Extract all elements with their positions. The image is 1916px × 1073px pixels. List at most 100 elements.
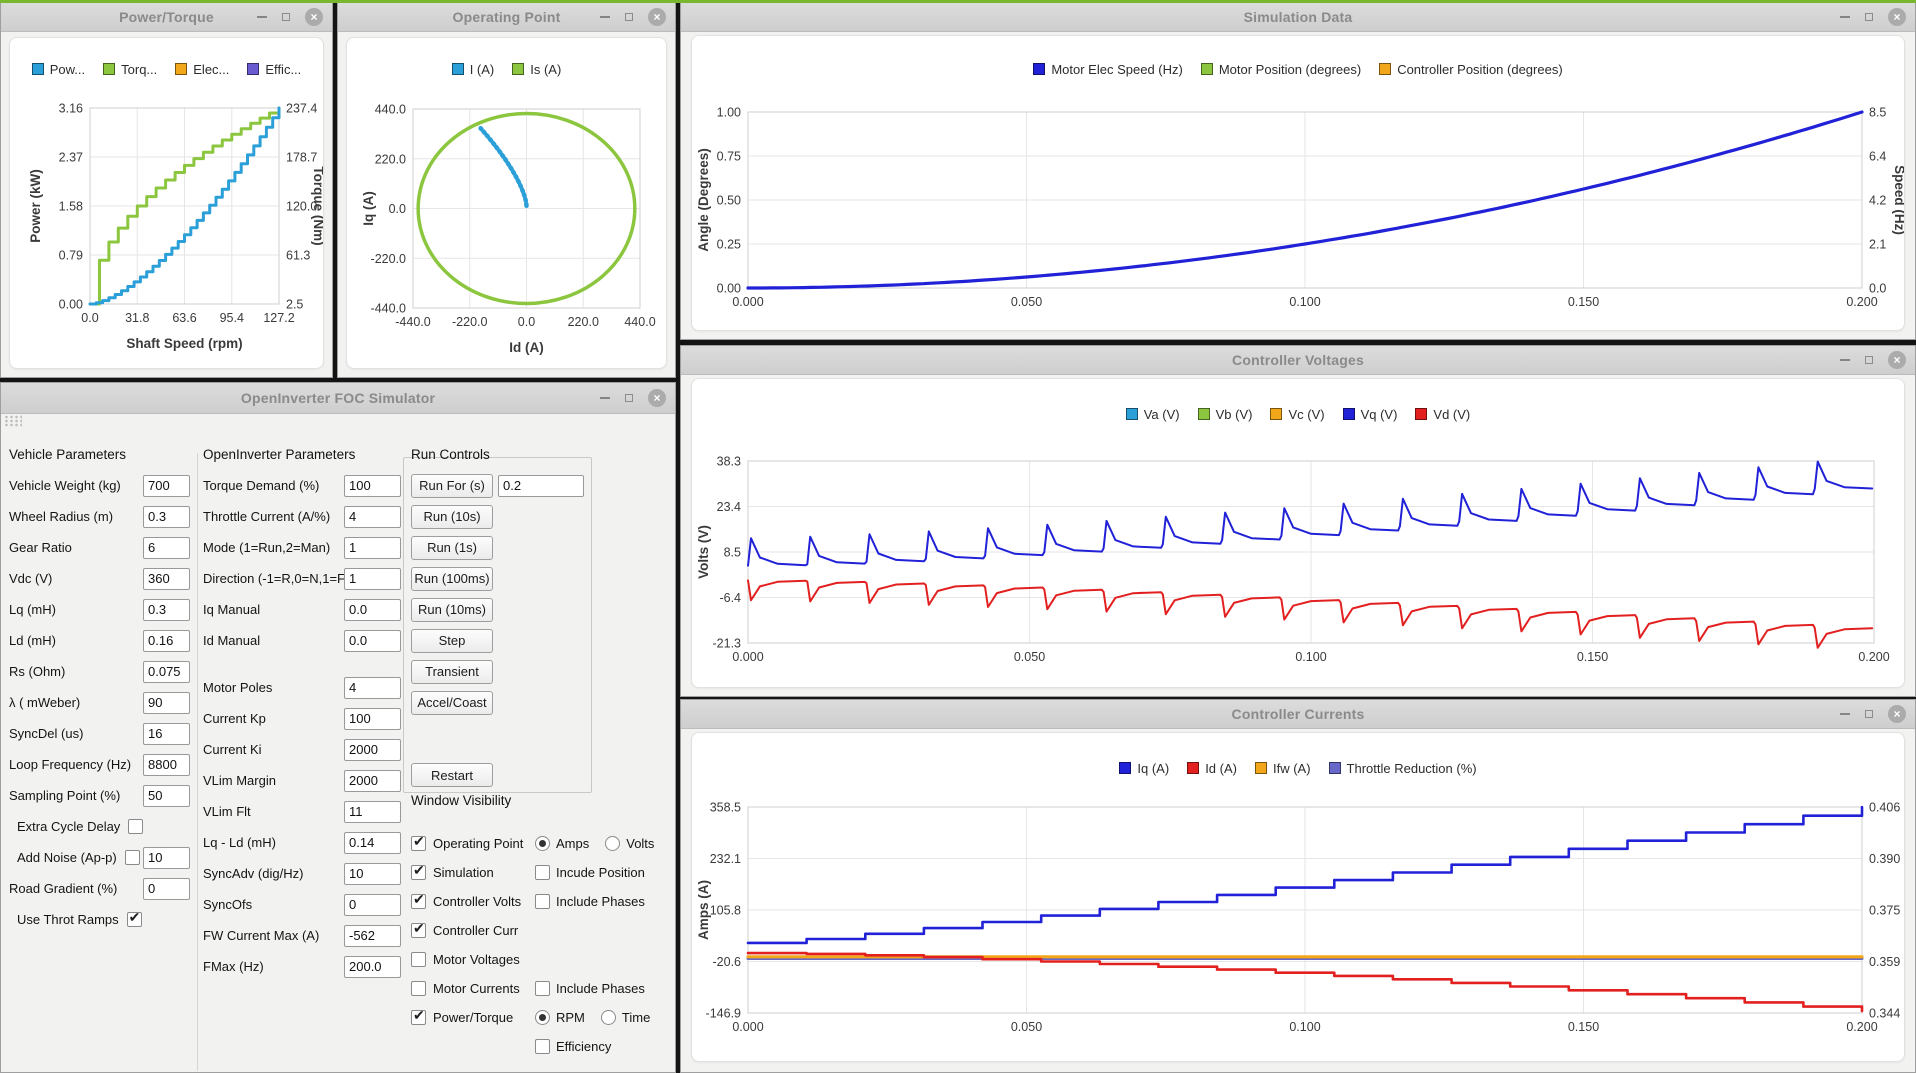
parameter-input[interactable] — [143, 846, 190, 869]
run-for-input[interactable] — [498, 474, 584, 497]
restore-icon[interactable] — [282, 13, 290, 21]
legend-swatch — [1415, 408, 1428, 420]
parameter-input[interactable] — [344, 567, 401, 590]
visibility-label: Power/Torque — [433, 1010, 514, 1025]
visibility-checkbox[interactable] — [411, 833, 426, 851]
svg-text:Power (kW): Power (kW) — [28, 169, 43, 243]
parameter-input[interactable] — [344, 831, 401, 854]
radio-time[interactable] — [600, 1010, 616, 1025]
minimize-icon[interactable] — [1840, 713, 1850, 715]
minimize-icon[interactable] — [600, 16, 610, 18]
chart-legend: Pow... Torq... Elec... Effic... — [10, 54, 323, 84]
parameter-label: SyncDel (us) — [9, 726, 84, 741]
parameter-label: λ ( mWeber) — [9, 695, 81, 710]
restore-icon[interactable] — [1865, 710, 1873, 718]
visibility-row: Motor Currents Include Phases — [411, 974, 673, 1003]
parameter-input[interactable] — [143, 877, 190, 900]
legend-item: I (A) — [451, 62, 494, 77]
radio-amps[interactable] — [535, 836, 550, 851]
restore-icon[interactable] — [1865, 356, 1873, 364]
visibility-checkbox[interactable] — [411, 981, 426, 996]
parameter-label: Id Manual — [203, 633, 261, 648]
legend-swatch — [31, 63, 44, 75]
option-checkbox[interactable] — [535, 894, 550, 909]
close-icon[interactable]: × — [1888, 705, 1906, 723]
parameter-input[interactable] — [344, 893, 401, 916]
parameter-input[interactable] — [143, 660, 190, 683]
close-icon[interactable]: × — [648, 389, 666, 407]
run-for-button[interactable]: Run For (s) — [411, 473, 493, 498]
run-button[interactable]: Run (100ms) — [411, 566, 493, 591]
option-checkbox[interactable] — [535, 981, 550, 996]
radio-volts[interactable] — [605, 836, 621, 851]
minimize-icon[interactable] — [600, 397, 610, 399]
close-icon[interactable]: × — [1888, 351, 1906, 369]
parameter-input[interactable] — [143, 567, 190, 590]
parameter-input[interactable] — [143, 691, 190, 714]
parameter-checkbox[interactable] — [128, 819, 144, 834]
parameter-input[interactable] — [143, 474, 190, 497]
close-icon[interactable]: × — [648, 8, 666, 26]
visibility-checkbox[interactable] — [535, 1039, 550, 1054]
svg-text:-220.0: -220.0 — [452, 315, 487, 329]
minimize-icon[interactable] — [1840, 16, 1850, 18]
run-button[interactable]: Run (10ms) — [411, 597, 493, 622]
parameter-input[interactable] — [143, 629, 190, 652]
restore-icon[interactable] — [625, 13, 633, 21]
parameter-input[interactable] — [143, 505, 190, 528]
restart-button[interactable]: Restart — [411, 763, 493, 787]
parameter-checkbox[interactable] — [126, 909, 142, 927]
parameter-input[interactable] — [143, 598, 190, 621]
svg-text:0.0: 0.0 — [1869, 282, 1886, 296]
restore-icon[interactable] — [625, 394, 633, 402]
parameter-input[interactable] — [143, 753, 190, 776]
close-icon[interactable]: × — [305, 8, 323, 26]
minimize-icon[interactable] — [257, 16, 267, 18]
radio-rpm[interactable] — [535, 1010, 550, 1025]
parameter-input[interactable] — [344, 862, 401, 885]
drag-grip-icon[interactable] — [4, 415, 22, 427]
legend-label: Vb (V) — [1215, 406, 1253, 422]
parameter-input[interactable] — [344, 800, 401, 823]
parameter-input[interactable] — [143, 784, 190, 807]
minimize-icon[interactable] — [1840, 359, 1850, 361]
parameter-input[interactable] — [344, 707, 401, 730]
titlebar[interactable]: Operating Point × — [338, 3, 675, 32]
svg-text:Shaft Speed (rpm): Shaft Speed (rpm) — [126, 336, 242, 351]
legend-item: Vc (V) — [1270, 407, 1325, 422]
visibility-checkbox[interactable] — [411, 952, 426, 967]
run-button[interactable]: Run (10s) — [411, 504, 493, 529]
restore-icon[interactable] — [1865, 13, 1873, 21]
parameter-input[interactable] — [344, 676, 401, 699]
titlebar[interactable]: OpenInverter FOC Simulator × — [1, 383, 675, 414]
parameter-input[interactable] — [344, 924, 401, 947]
svg-text:23.4: 23.4 — [717, 500, 741, 514]
parameter-input[interactable] — [344, 738, 401, 761]
parameter-input[interactable] — [344, 536, 401, 559]
visibility-checkbox[interactable] — [411, 891, 426, 909]
close-icon[interactable]: × — [1888, 8, 1906, 26]
visibility-checkbox[interactable] — [411, 1007, 426, 1025]
option-checkbox[interactable] — [535, 865, 550, 880]
titlebar[interactable]: Power/Torque × — [1, 3, 332, 32]
svg-text:0.100: 0.100 — [1295, 650, 1326, 664]
parameter-checkbox[interactable] — [124, 850, 140, 865]
parameter-input[interactable] — [344, 505, 401, 528]
parameter-input[interactable] — [143, 722, 190, 745]
run-button[interactable]: Step — [411, 628, 493, 653]
titlebar[interactable]: Controller Voltages × — [681, 346, 1915, 375]
visibility-checkbox[interactable] — [411, 862, 426, 880]
parameter-input[interactable] — [344, 598, 401, 621]
parameter-input[interactable] — [344, 474, 401, 497]
parameter-input[interactable] — [143, 536, 190, 559]
run-button[interactable]: Accel/Coast — [411, 690, 493, 715]
titlebar[interactable]: Simulation Data × — [681, 3, 1915, 32]
visibility-checkbox[interactable] — [411, 920, 426, 938]
parameter-input[interactable] — [344, 769, 401, 792]
parameter-input[interactable] — [344, 955, 401, 978]
parameter-input[interactable] — [344, 629, 401, 652]
titlebar[interactable]: Controller Currents × — [681, 700, 1915, 729]
run-button[interactable]: Transient — [411, 659, 493, 684]
run-button[interactable]: Run (1s) — [411, 535, 493, 560]
svg-text:0.375: 0.375 — [1869, 904, 1900, 918]
